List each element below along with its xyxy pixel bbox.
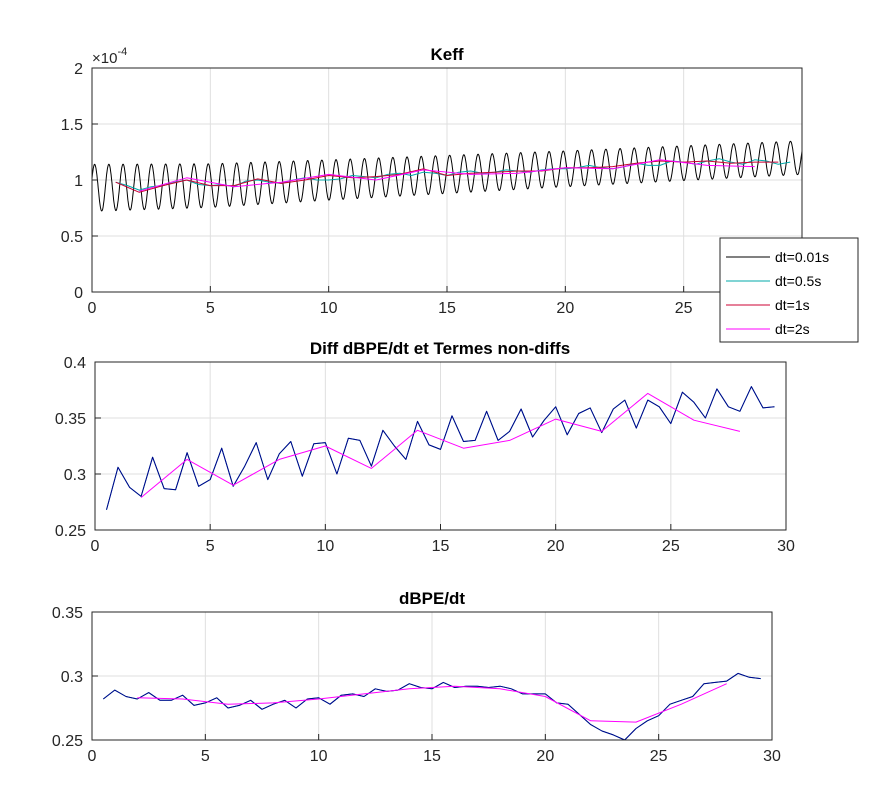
- legend-label-dt-0.5s: dt=0.5s: [775, 273, 821, 289]
- diff-x-tick-label: 10: [316, 538, 334, 555]
- diff-x-tick-label: 15: [432, 538, 450, 555]
- dbpe-series-dt-2s: [137, 683, 727, 723]
- dbpe-grid: [92, 612, 772, 740]
- keff-y-tick-label: 1: [74, 173, 83, 190]
- dbpe-x-tick-label: 5: [201, 748, 210, 765]
- keff-y-tick-label: 2: [74, 61, 83, 78]
- keff-title: Keff: [430, 45, 463, 64]
- keff-y-tick-label: 1.5: [61, 117, 83, 134]
- diff-x-tick-label: 5: [206, 538, 215, 555]
- dbpe-x-tick-label: 25: [650, 748, 668, 765]
- dbpe-x-tick-label: 15: [423, 748, 441, 765]
- keff-legend: dt=0.01s dt=0.5s dt=1s dt=2s: [719, 237, 859, 343]
- diff-y-tick-label: 0.35: [55, 411, 86, 428]
- dbpe-panel: 0 5 10 15 20 25 30 0.25 0.3 0.35 dBPE/dt: [52, 589, 781, 765]
- diff-y-tick-label: 0.3: [64, 467, 86, 484]
- keff-lines: [91, 140, 803, 212]
- dbpe-x-tick-label: 30: [763, 748, 781, 765]
- diff-ticks: 0 5 10 15 20 25 30 0.25 0.3 0.35 0.4: [55, 355, 795, 555]
- legend-label-dt-0.01s: dt=0.01s: [775, 249, 829, 265]
- diff-x-tick-label: 25: [662, 538, 680, 555]
- keff-x-tick-label: 10: [320, 300, 338, 317]
- keff-x-tick-label: 0: [88, 300, 97, 317]
- diff-x-tick-label: 30: [777, 538, 795, 555]
- diff-y-tick-label: 0.25: [55, 523, 86, 540]
- diff-x-tick-label: 20: [547, 538, 565, 555]
- dbpe-series-dt-1s: [102, 672, 761, 741]
- dbpe-x-tick-label: 0: [88, 748, 97, 765]
- dbpe-ticks: 0 5 10 15 20 25 30 0.25 0.3 0.35: [52, 605, 781, 765]
- diff-x-tick-label: 0: [91, 538, 100, 555]
- keff-x-tick-label: 15: [438, 300, 456, 317]
- diff-series-dt-1s: [106, 386, 775, 510]
- keff-panel: 0 5 10 15 20 25 0 0.5 1 1.5 2 Keff ×10-4 dt=0.01s …: [61, 45, 859, 343]
- keff-y-exponent-power: -4: [117, 46, 127, 58]
- keff-x-tick-label: 5: [206, 300, 215, 317]
- keff-x-tick-label: 25: [675, 300, 693, 317]
- keff-series-dt-2s: [139, 159, 755, 192]
- diff-lines: [106, 386, 775, 510]
- dbpe-y-tick-label: 0.3: [61, 669, 83, 686]
- dbpe-y-tick-label: 0.25: [52, 733, 83, 750]
- keff-y-exponent: ×10-4: [92, 46, 127, 67]
- keff-y-tick-label: 0.5: [61, 229, 83, 246]
- dbpe-title: dBPE/dt: [399, 589, 465, 608]
- dbpe-y-tick-label: 0.35: [52, 605, 83, 622]
- legend-label-dt-1s: dt=1s: [775, 297, 810, 313]
- diff-y-tick-label: 0.4: [64, 355, 86, 372]
- keff-x-tick-label: 20: [556, 300, 574, 317]
- diff-series-dt-2s: [140, 392, 741, 498]
- legend-label-dt-2s: dt=2s: [775, 321, 810, 337]
- keff-series-dt-0.01s: [91, 140, 803, 212]
- keff-ticks: 0 5 10 15 20 25 0 0.5 1 1.5 2: [61, 61, 693, 317]
- diff-panel: 0 5 10 15 20 25 30 0.25 0.3 0.35 0.4 Diff dBPE/dt …: [55, 339, 795, 555]
- dbpe-x-tick-label: 20: [536, 748, 554, 765]
- diff-title: Diff dBPE/dt et Termes non-diffs: [310, 339, 570, 358]
- dbpe-x-tick-label: 10: [310, 748, 328, 765]
- keff-y-tick-label: 0: [74, 285, 83, 302]
- dbpe-lines: [102, 672, 761, 741]
- diff-grid: [95, 362, 786, 530]
- keff-y-exponent-base: ×10: [92, 50, 117, 67]
